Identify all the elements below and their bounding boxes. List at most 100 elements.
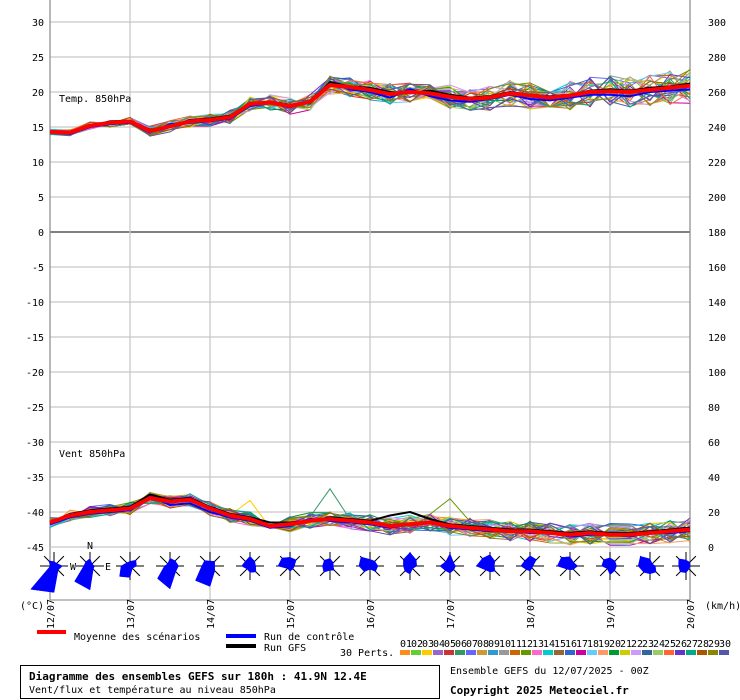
perturbation-swatch xyxy=(587,650,597,655)
perturbation-number: 11 xyxy=(510,639,522,650)
perturbation-wind-line xyxy=(49,491,691,543)
perturbation-swatch xyxy=(400,650,410,655)
axis-labels: 30 25 20 15 10 5 0 -5 -10 -15 -20 -25 -30 -35 -40 -45 30… xyxy=(26,18,726,629)
right-tick-label: 100 xyxy=(708,368,726,379)
perturbation-swatch xyxy=(411,650,421,655)
main-series-lines xyxy=(49,81,691,538)
legend-perts-label: 30 Perts. xyxy=(340,648,394,659)
left-tick-label: -30 xyxy=(26,438,44,449)
left-tick-label: 25 xyxy=(32,53,44,64)
left-tick-label: -45 xyxy=(26,543,44,554)
wind-rose xyxy=(195,552,224,587)
perturbation-number: 02 xyxy=(411,639,423,650)
right-tick-label: 60 xyxy=(708,438,720,449)
perturbation-number: 20 xyxy=(609,639,621,650)
perturbation-swatch xyxy=(675,650,685,655)
x-tick-label: 19/07 xyxy=(606,599,617,629)
x-tick-label: 14/07 xyxy=(206,599,217,629)
perturbation-number: 17 xyxy=(576,639,588,650)
perturbation-swatch xyxy=(444,650,454,655)
perturbation-number: 26 xyxy=(675,639,687,650)
left-tick-label: 0 xyxy=(38,228,44,239)
perturbation-number: 25 xyxy=(664,639,676,650)
left-axis-unit: (°C) xyxy=(20,601,44,612)
perturbation-swatch xyxy=(543,650,553,655)
wind-rose xyxy=(236,552,264,580)
wind-roses: NW E xyxy=(30,541,700,593)
wind-rose xyxy=(475,552,504,580)
perturbation-number: 10 xyxy=(499,639,511,650)
perturbation-swatch xyxy=(554,650,564,655)
x-tick-label: 15/07 xyxy=(286,599,297,629)
left-tick-label: -5 xyxy=(32,263,44,274)
perturbation-number: 07 xyxy=(466,639,478,650)
perturbation-swatch xyxy=(466,650,476,655)
right-tick-label: 0 xyxy=(708,543,714,554)
perturbation-swatch xyxy=(697,650,707,655)
perturbation-number: 21 xyxy=(620,639,632,650)
perturbation-swatch xyxy=(488,650,498,655)
left-tick-label: -40 xyxy=(26,508,44,519)
right-tick-label: 200 xyxy=(708,193,726,204)
perturbation-swatch xyxy=(576,650,586,655)
legend: Moyenne des scénarios Run de contrôle Ru… xyxy=(37,630,731,659)
perturbation-number: 19 xyxy=(598,639,610,650)
perturbation-number: 13 xyxy=(532,639,544,650)
wind-rose xyxy=(436,552,464,580)
right-tick-label: 260 xyxy=(708,88,726,99)
perturbation-swatch xyxy=(653,650,663,655)
wind-rose xyxy=(596,552,624,580)
perturbation-swatch xyxy=(510,650,520,655)
left-tick-label: -20 xyxy=(26,368,44,379)
left-tick-label: 5 xyxy=(38,193,44,204)
perturbation-swatch xyxy=(631,650,641,655)
perturbation-number: 12 xyxy=(521,639,533,650)
perturbation-swatch xyxy=(609,650,619,655)
left-tick-label: 20 xyxy=(32,88,44,99)
perturbation-swatch xyxy=(422,650,432,655)
left-tick-label: 10 xyxy=(32,158,44,169)
perturbation-number: 14 xyxy=(543,639,555,650)
right-tick-label: 240 xyxy=(708,123,726,134)
perturbation-temp-line xyxy=(49,68,691,137)
perturbation-number: 05 xyxy=(444,639,456,650)
wind-rose xyxy=(672,552,700,580)
perturbation-swatch xyxy=(642,650,652,655)
ensemble-chart: NW E 30 25 20 15 10 5 0 -5 -10 -15 -20 -25 -30 -35 -40 -… xyxy=(20,0,740,659)
legend-label-mean: Moyenne des scénarios xyxy=(74,631,200,643)
right-tick-label: 300 xyxy=(708,18,726,29)
x-tick-label: 20/07 xyxy=(686,599,697,629)
wind-rose xyxy=(636,552,664,580)
right-tick-label: 80 xyxy=(708,403,720,414)
wind-rose xyxy=(556,552,584,580)
right-tick-label: 180 xyxy=(708,228,726,239)
perturbation-swatch xyxy=(433,650,443,655)
perturbation-swatch xyxy=(598,650,608,655)
x-tick-label: 18/07 xyxy=(526,599,537,629)
perturbation-number: 06 xyxy=(455,639,467,650)
perturbation-number: 23 xyxy=(642,639,654,650)
mean-wind-line xyxy=(49,496,691,537)
perturbation-swatch xyxy=(565,650,575,655)
left-tick-label: -35 xyxy=(26,473,44,484)
perturbation-number: 22 xyxy=(631,639,643,650)
wind-rose xyxy=(276,552,304,580)
perturbation-number: 08 xyxy=(477,639,489,650)
perturbation-number: 18 xyxy=(587,639,599,650)
wind-rose xyxy=(316,552,344,580)
perturbation-legend: 0102030405060708091011121314151617181920… xyxy=(400,639,731,655)
footer-ensemble-run: Ensemble GEFS du 12/07/2025 - 00Z xyxy=(450,666,649,677)
right-tick-label: 20 xyxy=(708,508,720,519)
x-tick-label: 17/07 xyxy=(446,599,457,629)
footer-title: Diagramme des ensembles GEFS sur 180h : … xyxy=(29,670,367,683)
perturbation-swatch xyxy=(499,650,509,655)
perturbation-swatch xyxy=(686,650,696,655)
wind-rose xyxy=(30,552,68,593)
perturbation-swatch xyxy=(455,650,465,655)
left-tick-label: -15 xyxy=(26,333,44,344)
perturbation-number: 30 xyxy=(719,639,731,650)
left-tick-label: 30 xyxy=(32,18,44,29)
wind-rose xyxy=(396,552,424,580)
legend-label-control: Run de contrôle xyxy=(264,631,354,643)
perturbation-swatch xyxy=(719,650,729,655)
